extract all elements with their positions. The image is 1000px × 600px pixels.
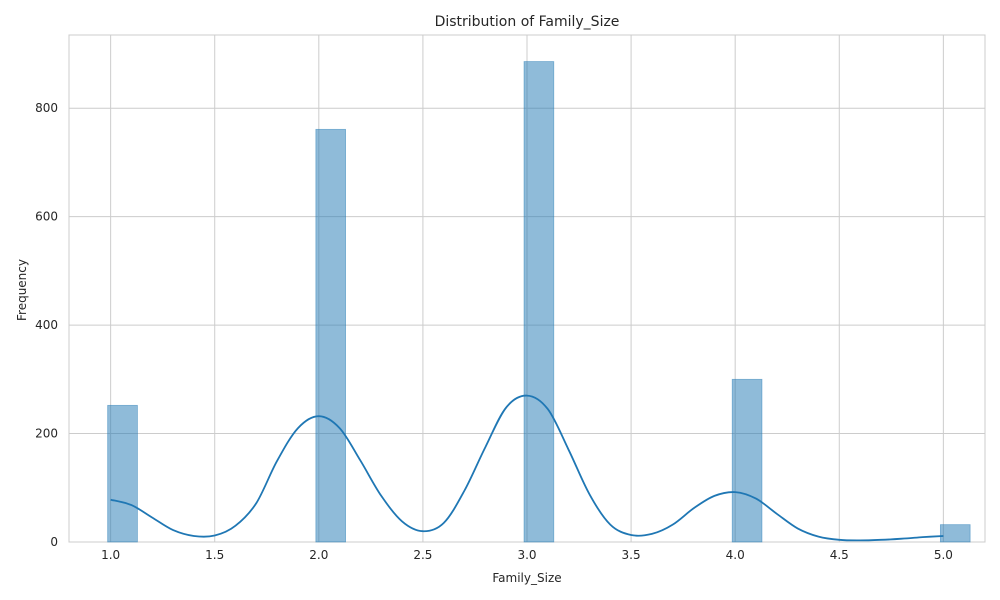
x-tick-label: 1.0 (101, 548, 120, 562)
y-tick-label: 0 (50, 535, 58, 549)
x-tick-labels: 1.0 1.5 2.0 2.5 3.0 3.5 4.0 4.5 5.0 (101, 548, 953, 562)
histogram-bar (315, 128, 346, 543)
x-tick-label: 3.5 (622, 548, 641, 562)
histogram-bar (731, 378, 763, 543)
y-tick-labels: 0 200 400 600 800 (35, 101, 58, 549)
y-tick-label: 600 (35, 210, 58, 224)
histogram-bar (107, 404, 138, 543)
y-tick-label: 200 (35, 427, 58, 441)
x-tick-label: 2.0 (309, 548, 328, 562)
x-axis-label: Family_Size (492, 571, 561, 585)
y-tick-label: 800 (35, 101, 58, 115)
histogram-bar (523, 61, 555, 543)
kde-curve (110, 394, 944, 542)
x-tick-label: 5.0 (934, 548, 953, 562)
x-tick-label: 3.0 (517, 548, 536, 562)
y-tick-label: 400 (35, 318, 58, 332)
y-axis-label: Frequency (15, 259, 29, 321)
chart-title: Distribution of Family_Size (435, 14, 620, 30)
x-tick-label: 4.0 (726, 548, 745, 562)
x-tick-label: 1.5 (205, 548, 224, 562)
histogram-bars (107, 61, 971, 543)
x-tick-label: 2.5 (413, 548, 432, 562)
x-tick-label: 4.5 (830, 548, 849, 562)
histogram-bar (939, 524, 971, 543)
